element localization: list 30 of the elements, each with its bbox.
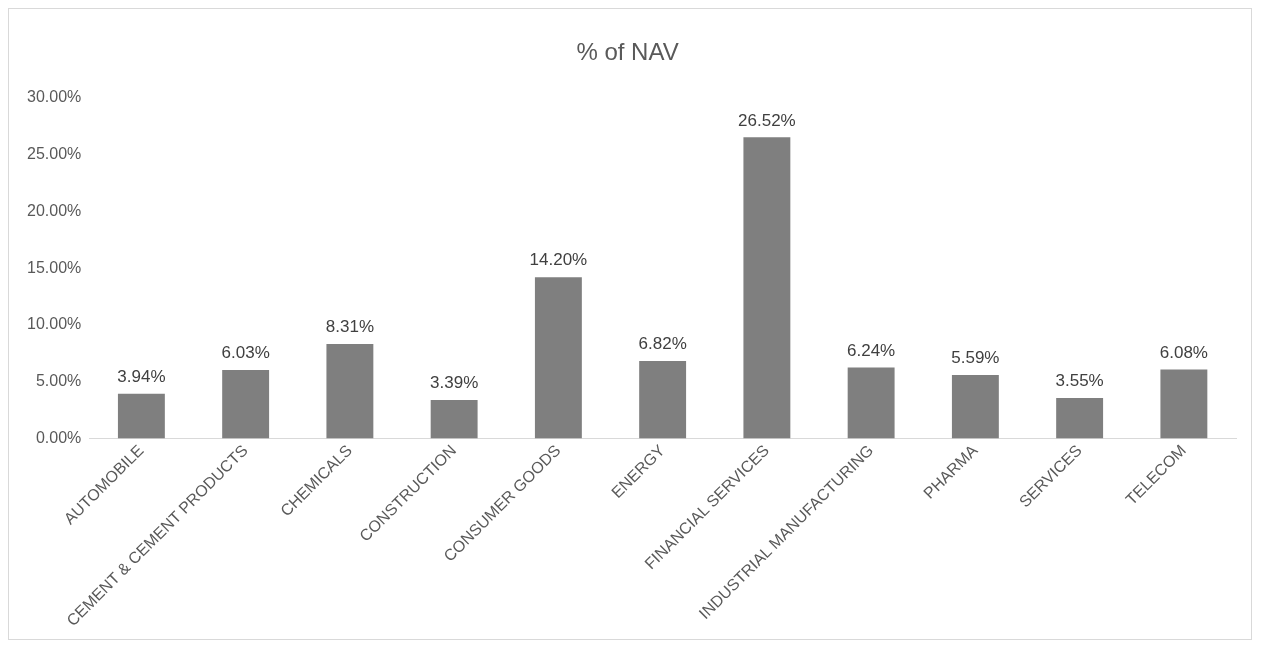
data-label: 8.31%	[325, 317, 374, 337]
y-tick-label: 5.00%	[35, 372, 82, 390]
bar	[639, 360, 687, 439]
data-label: 6.82%	[638, 334, 687, 354]
bar	[1056, 398, 1104, 439]
bar	[326, 344, 374, 439]
bar	[951, 374, 999, 439]
data-label: 6.03%	[221, 343, 270, 363]
data-label: 14.20%	[529, 250, 588, 270]
y-tick-label: 10.00%	[27, 315, 82, 333]
bar	[534, 277, 582, 439]
data-label: 3.55%	[1055, 371, 1104, 391]
data-label: 26.52%	[738, 110, 796, 130]
data-label: 3.39%	[430, 373, 479, 393]
y-tick-label: 25.00%	[27, 144, 82, 162]
bar	[117, 393, 165, 439]
y-tick-label: 30.00%	[27, 88, 82, 106]
bar	[222, 369, 270, 439]
bar	[1160, 369, 1208, 439]
data-label: 3.94%	[117, 366, 166, 386]
bar	[847, 367, 895, 439]
data-label: 6.24%	[847, 340, 896, 360]
data-label: 6.08%	[1159, 342, 1208, 362]
y-tick-label: 20.00%	[27, 201, 82, 219]
chart-title: % of NAV	[576, 38, 679, 66]
y-tick-label: 15.00%	[27, 258, 82, 276]
bar	[743, 137, 791, 439]
bar	[430, 399, 478, 439]
y-tick-label: 0.00%	[35, 428, 82, 446]
data-label: 5.59%	[951, 348, 1000, 368]
